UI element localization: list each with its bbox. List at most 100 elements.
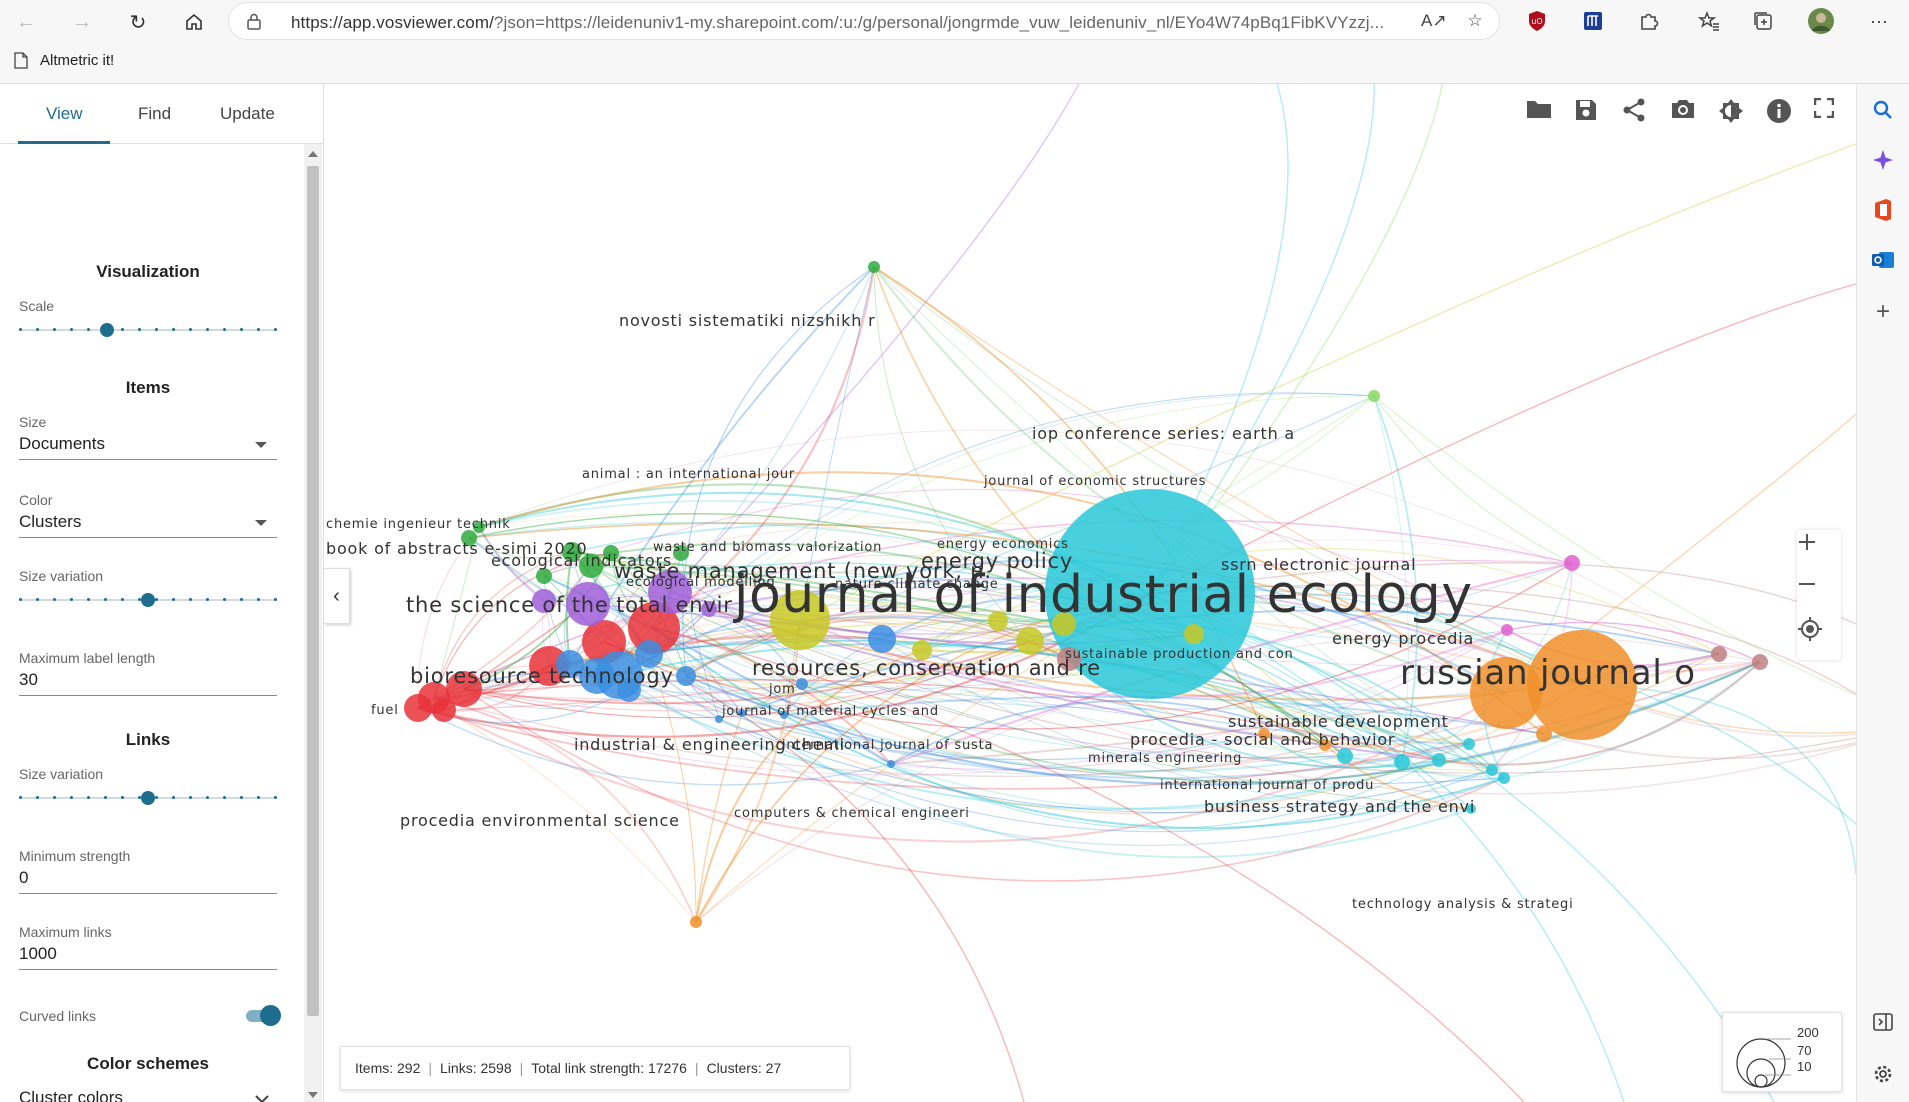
tab-find[interactable]: Find (138, 104, 172, 123)
slider-tick (87, 328, 90, 331)
slider-tick (121, 598, 124, 601)
items-size-label: Size (19, 414, 47, 430)
scale-slider[interactable] (19, 320, 277, 340)
network-label: sustainable production and con (1065, 647, 1294, 662)
slider-knob[interactable] (99, 323, 114, 337)
network-node (432, 698, 456, 722)
min-strength-label: Minimum strength (19, 848, 131, 864)
browser-chrome: ← → ↻ https://app.vosviewer.com/?json=ht… (0, 0, 1909, 84)
zoom-in-button[interactable] (1797, 532, 1841, 572)
share-icon[interactable] (1622, 98, 1652, 128)
network-link (799, 143, 1856, 621)
dropdown-arrow-icon (255, 442, 267, 448)
theme-brightness-icon[interactable] (1718, 98, 1748, 128)
puzzle-icon[interactable] (1634, 6, 1664, 36)
more-icon[interactable]: ··· (1870, 10, 1888, 31)
extension-icon[interactable] (1578, 6, 1608, 36)
items-color-label: Color (19, 492, 53, 508)
add-sidebar-app-icon[interactable]: + (1875, 298, 1890, 325)
scroll-up-icon[interactable] (308, 151, 318, 157)
scroll-down-icon[interactable] (308, 1092, 318, 1098)
network-label: international journal of susta (782, 738, 993, 753)
favorite-altmetric[interactable]: Altmetric it! (14, 52, 114, 69)
network-link (708, 608, 1346, 759)
items-size-select[interactable]: Documents (19, 430, 277, 460)
network-map[interactable]: journal of industrial ecology russian jou… (324, 84, 1856, 1102)
network-canvas[interactable]: journal of industrial ecology russian jou… (324, 84, 1856, 1102)
url-text[interactable]: https://app.vosviewer.com/?json=https://… (291, 13, 1385, 32)
network-link (417, 593, 1151, 738)
network-link (603, 641, 1025, 1102)
ublock-icon[interactable]: uO (1522, 6, 1552, 36)
network-node (887, 760, 895, 768)
office-icon[interactable] (1869, 196, 1897, 224)
network-label: procedia - social and behavior (1130, 730, 1395, 749)
slider-tick (274, 598, 277, 601)
links-size-variation-slider[interactable] (19, 788, 277, 808)
address-bar[interactable]: https://app.vosviewer.com/?json=https://… (228, 2, 1500, 40)
network-link (1263, 733, 1493, 771)
settings-gear-icon[interactable] (1869, 1060, 1897, 1088)
outlook-icon[interactable] (1869, 246, 1897, 274)
hide-sidebar-icon[interactable] (1869, 1008, 1897, 1036)
scrollbar-thumb[interactable] (307, 166, 319, 1016)
network-link (478, 429, 1720, 655)
copilot-icon[interactable] (1869, 146, 1897, 174)
network-link (695, 712, 743, 923)
cluster-colors-expander[interactable]: Cluster colors (19, 1088, 277, 1102)
collapse-panel-button[interactable]: ‹ (324, 568, 350, 624)
info-icon[interactable] (1766, 98, 1796, 128)
open-folder-icon[interactable] (1526, 98, 1556, 128)
items-size-variation-slider[interactable] (19, 590, 277, 610)
forward-icon[interactable]: → (72, 10, 92, 33)
profile-avatar[interactable] (1806, 6, 1836, 36)
network-node (770, 590, 830, 650)
max-links-input[interactable]: 1000 (19, 940, 277, 970)
network-label: fuel (371, 703, 399, 718)
back-icon[interactable]: ← (16, 10, 36, 33)
network-node (1319, 739, 1331, 751)
fullscreen-icon[interactable] (1814, 98, 1844, 128)
search-icon[interactable] (1869, 96, 1897, 124)
favorite-star-icon[interactable]: ☆ (1467, 11, 1483, 30)
links-size-variation-label: Size variation (19, 766, 104, 782)
network-link (648, 636, 883, 656)
reset-view-button[interactable] (1797, 616, 1841, 656)
network-label: waste management (new york, n. (614, 559, 992, 583)
tab-view[interactable]: View (46, 104, 83, 123)
slider-knob[interactable] (141, 791, 155, 805)
curved-links-toggle[interactable] (244, 1004, 281, 1026)
network-label: technology analysis & strategi (1352, 897, 1574, 912)
network-node (617, 678, 641, 702)
max-links-label: Maximum links (19, 924, 112, 940)
network-link (569, 615, 1440, 761)
lock-icon[interactable] (245, 12, 263, 30)
slider-knob[interactable] (141, 593, 155, 607)
network-label: nature climate change (835, 577, 999, 592)
max-label-length-input[interactable]: 30 (19, 666, 277, 696)
network-link (590, 565, 1326, 746)
network-link (618, 674, 1265, 761)
network-link (628, 689, 1326, 775)
tab-update[interactable]: Update (220, 104, 275, 123)
save-icon[interactable] (1574, 98, 1604, 128)
favorites-icon[interactable] (1694, 6, 1724, 36)
visualization-title: Visualization (96, 262, 200, 281)
zoom-out-button[interactable] (1797, 574, 1841, 614)
read-aloud-icon[interactable]: A↗ (1421, 11, 1447, 30)
network-node (404, 694, 432, 722)
min-strength-input[interactable]: 0 (19, 864, 277, 894)
items-color-select[interactable]: Clusters (19, 508, 277, 538)
screenshot-camera-icon[interactable] (1670, 98, 1700, 128)
network-node (532, 589, 556, 613)
refresh-icon[interactable]: ↻ (129, 11, 147, 34)
network-link (610, 552, 803, 685)
collections-icon[interactable] (1748, 6, 1778, 36)
network-node (1466, 804, 1476, 814)
slider-tick (19, 328, 22, 331)
network-link (741, 620, 999, 714)
slider-tick (70, 796, 73, 799)
panel-scrollbar[interactable] (304, 144, 322, 1102)
home-icon[interactable] (176, 4, 212, 40)
network-link (463, 552, 612, 690)
